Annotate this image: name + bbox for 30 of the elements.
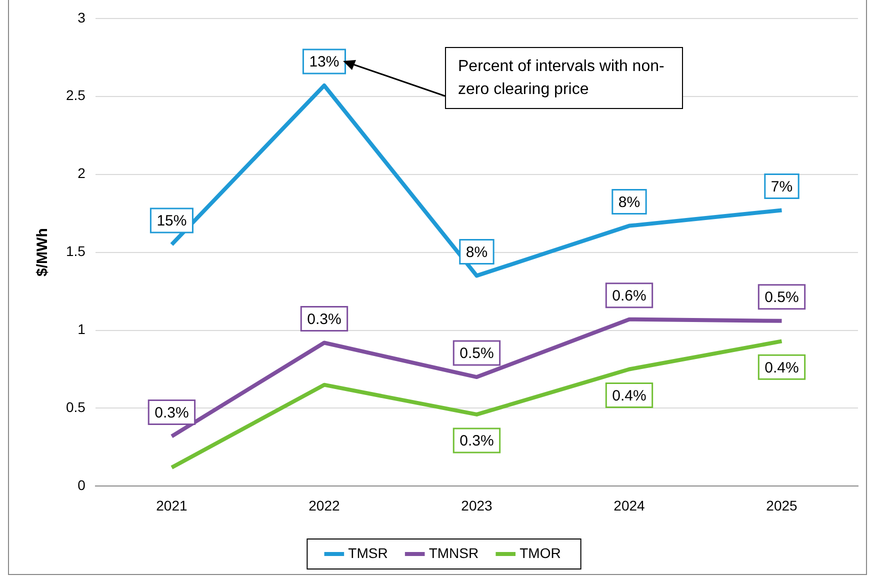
y-tick-label: 3 (78, 9, 86, 26)
x-tick-label: 2025 (766, 497, 798, 514)
annotation: 8% (466, 244, 488, 261)
x-tick-label: 2023 (461, 497, 493, 514)
y-tick-label: 0.5 (66, 399, 86, 416)
y-tick-label: 2 (78, 165, 86, 182)
annotation: 0.3% (307, 310, 342, 328)
annotation: 0.5% (460, 345, 494, 362)
annotation: 0.6% (612, 287, 646, 304)
x-tick-label: 2021 (156, 497, 188, 514)
y-tick-label: 1.5 (66, 243, 86, 260)
annotation: 0.4% (612, 387, 646, 404)
legend-label: TMOR (520, 544, 561, 561)
y-axis-title: $/MWh (34, 228, 52, 276)
annotation: 8% (618, 194, 640, 211)
annotation: 0.3% (154, 404, 189, 422)
legend-label: TMNSR (428, 544, 479, 561)
legend-label: TMSR (348, 544, 388, 561)
annotation: 0.3% (460, 432, 494, 450)
annotation: 0.4% (764, 359, 799, 376)
y-tick-label: 0 (78, 477, 86, 494)
x-tick-label: 2024 (614, 497, 646, 514)
annotation: 15% (156, 212, 187, 230)
annotation: 13% (309, 54, 340, 71)
x-tick-label: 2022 (308, 497, 340, 514)
annotation: Percent of intervals with non-zero clearing price (445, 47, 683, 109)
y-tick-label: 1 (78, 321, 86, 338)
annotation: 7% (770, 178, 793, 196)
annotation: 0.5% (764, 289, 799, 306)
y-tick-label: 2.5 (66, 87, 86, 104)
